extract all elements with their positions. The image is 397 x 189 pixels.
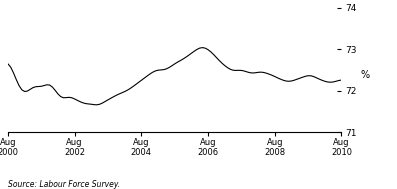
Text: Source: Labour Force Survey.: Source: Labour Force Survey.: [8, 180, 120, 189]
Y-axis label: %: %: [361, 70, 370, 80]
